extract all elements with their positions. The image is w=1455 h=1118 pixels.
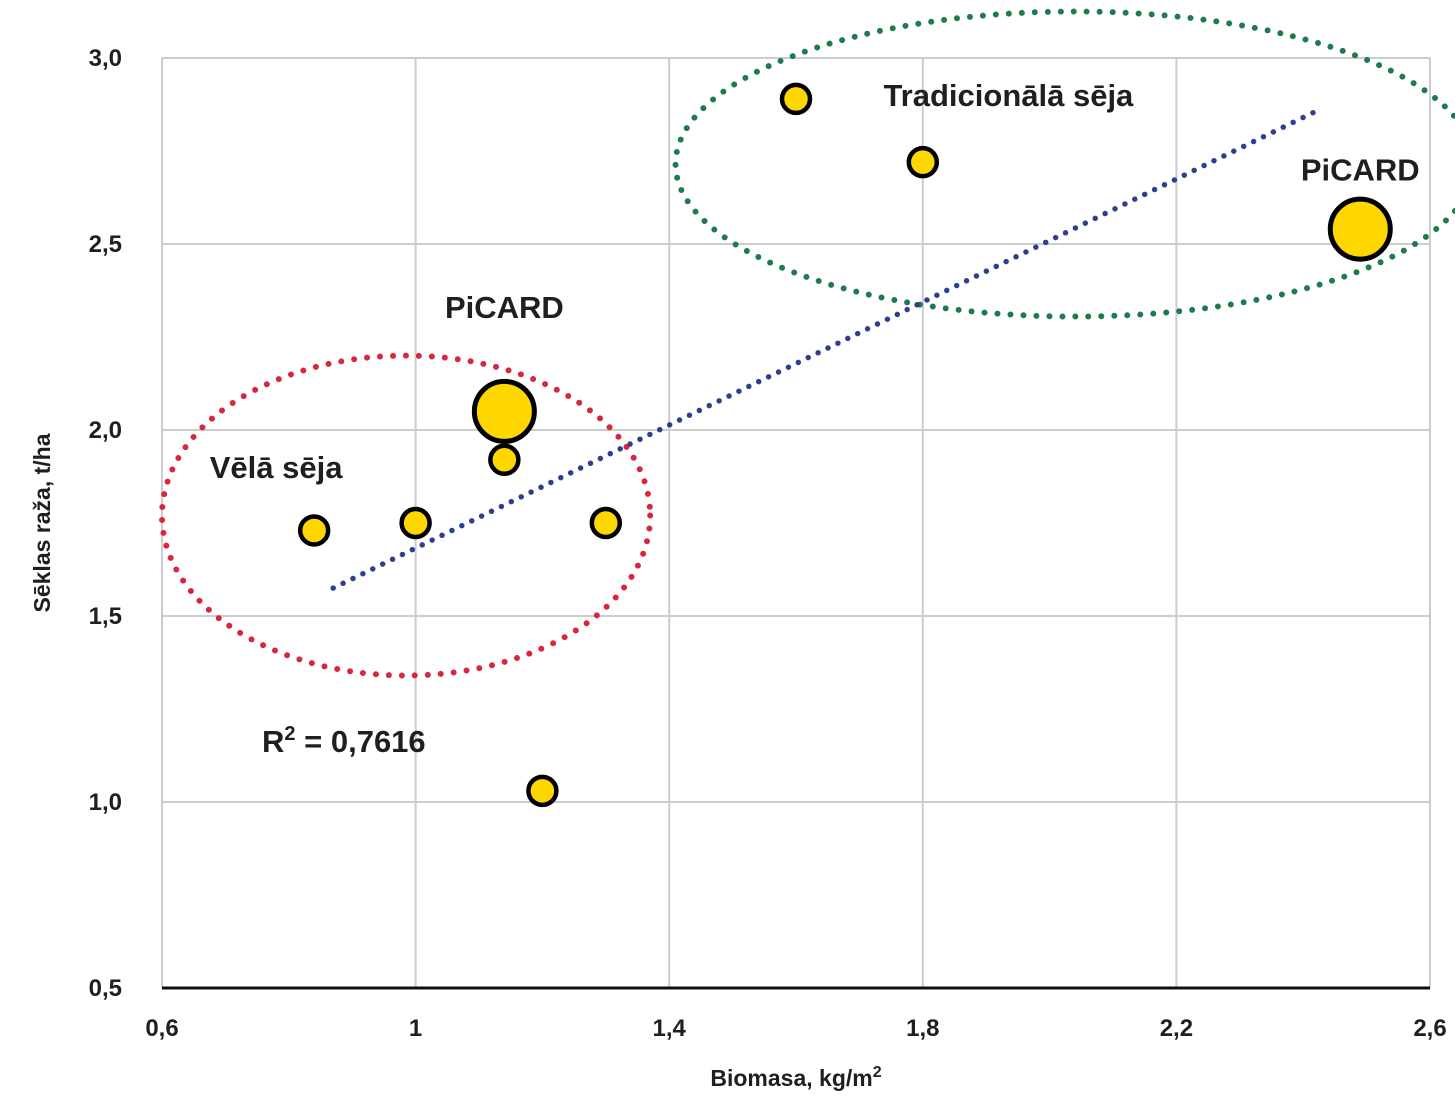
- y-axis-title: Sēklas raža, t/ha: [29, 433, 55, 612]
- y-tick-label: 1,0: [89, 789, 122, 816]
- data-points: [297, 82, 1393, 808]
- annotation-label: PiCARD: [445, 290, 564, 325]
- data-point: [471, 378, 537, 444]
- x-tick-label: 1: [409, 1015, 422, 1042]
- y-tick-label: 0,5: [89, 975, 122, 1002]
- x-tick-label: 1,8: [906, 1015, 939, 1042]
- y-tick-label: 3,0: [89, 45, 122, 72]
- data-point: [906, 145, 940, 179]
- data-point: [399, 506, 432, 540]
- labels: R2 = 0,7616 Biomasa, kg/m2 Sēklas raža, …: [29, 78, 1420, 1091]
- x-tick-label: 2,6: [1413, 1015, 1446, 1042]
- grid: [161, 57, 1431, 988]
- x-tick-label: 2,2: [1160, 1015, 1193, 1042]
- data-point: [779, 82, 813, 116]
- data-point: [1327, 196, 1393, 262]
- y-tick-label: 2,0: [89, 417, 122, 444]
- annotation-label: PiCARD: [1301, 153, 1420, 188]
- x-axis-title: Biomasa, kg/m2: [710, 1064, 881, 1091]
- data-point: [488, 443, 521, 477]
- data-point: [526, 774, 559, 808]
- group-ellipse: [159, 352, 654, 679]
- annotation-label: Tradicionālā sēja: [883, 78, 1134, 113]
- trendline-layer: [330, 105, 1325, 591]
- axes: 0,6 1 1,4 1,8 2,2 2,6 0,5 1,0 1,5 2,0 2,5 3,0: [89, 45, 1447, 1042]
- group-ellipse: [672, 8, 1455, 320]
- r-squared-label: R2 = 0,7616: [262, 723, 426, 759]
- data-point: [297, 514, 331, 547]
- annotation-label: Vēlā sēja: [210, 450, 343, 485]
- x-tick-label: 0,6: [145, 1015, 178, 1042]
- trendline: [330, 105, 1325, 591]
- y-tick-label: 1,5: [89, 603, 122, 630]
- group-ellipses: [159, 8, 1455, 679]
- y-tick-label: 2,5: [89, 231, 122, 258]
- x-tick-label: 1,4: [653, 1015, 687, 1042]
- data-point: [589, 506, 623, 540]
